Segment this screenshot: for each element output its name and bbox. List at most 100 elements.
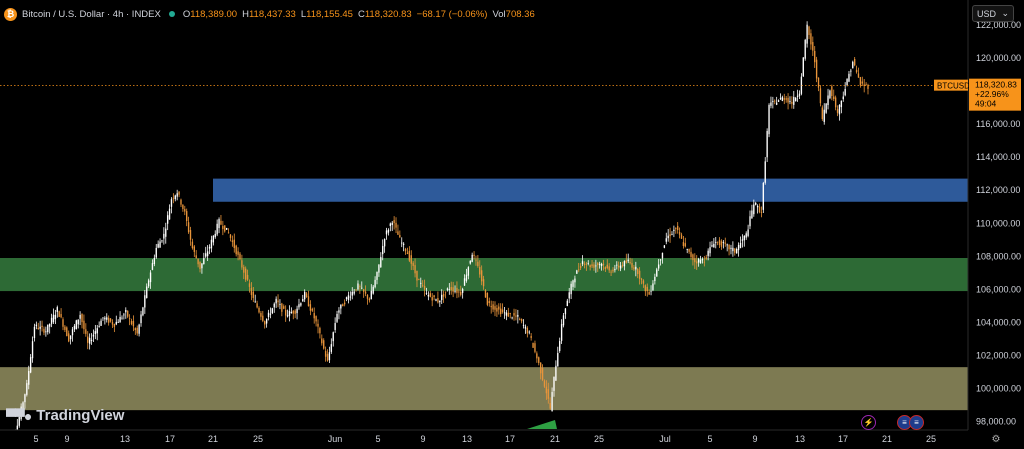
candle-body xyxy=(75,320,78,330)
lightning-icon[interactable]: ⚡ xyxy=(861,415,876,430)
candle-body xyxy=(669,234,671,237)
candle-body xyxy=(37,328,39,329)
candle-body xyxy=(300,303,302,306)
candle-body xyxy=(678,232,681,235)
candle-body xyxy=(833,96,835,99)
candle-body xyxy=(600,263,603,267)
candle-body xyxy=(578,269,580,271)
candle-body xyxy=(602,263,605,265)
candle-body xyxy=(461,288,464,293)
candle-body xyxy=(745,233,747,238)
candle-body xyxy=(686,249,688,250)
candle-body xyxy=(186,211,188,222)
candle-body xyxy=(705,257,707,259)
candle-body xyxy=(231,240,234,242)
candle-body xyxy=(775,102,778,105)
candle-body xyxy=(353,291,355,294)
volume-key: Vol xyxy=(492,8,506,20)
candle-body xyxy=(330,344,333,352)
candle-body xyxy=(387,229,390,233)
candle-body xyxy=(24,394,26,403)
candle-body xyxy=(821,107,824,120)
candle-body xyxy=(572,280,574,287)
candle-body xyxy=(699,260,702,264)
candle-body xyxy=(785,98,787,100)
candle-body xyxy=(58,311,60,317)
candle-body xyxy=(305,293,308,297)
candle-body xyxy=(225,227,228,230)
candle-body xyxy=(33,326,36,339)
candle-body xyxy=(482,279,485,287)
high-value: 118,437.33 xyxy=(248,8,296,20)
time-tick-label: 13 xyxy=(795,434,805,444)
time-tick-label: 9 xyxy=(752,434,757,444)
candle-body xyxy=(382,246,384,255)
candle-body xyxy=(364,291,367,294)
candle-body xyxy=(787,97,789,103)
candle-body xyxy=(545,386,548,394)
candle-body xyxy=(54,314,57,320)
candle-body xyxy=(793,96,795,105)
candle-body xyxy=(791,101,793,104)
candle-body xyxy=(206,251,209,257)
candle-body xyxy=(810,33,812,45)
us-flag-icon[interactable]: ≡ xyxy=(909,415,924,430)
candle-body xyxy=(644,285,647,292)
currency-label: USD xyxy=(977,8,997,19)
candle-body xyxy=(264,321,266,325)
candle-body xyxy=(191,241,194,249)
candle-body xyxy=(189,230,192,240)
candle-body xyxy=(808,26,810,35)
currency-button[interactable]: USD ⌄ xyxy=(972,5,1014,22)
candle-body xyxy=(589,265,591,268)
candle-body xyxy=(755,202,757,205)
candle-body xyxy=(427,295,430,297)
candle-body xyxy=(43,328,45,333)
candle-body xyxy=(768,104,770,135)
time-tick-label: 17 xyxy=(165,434,175,444)
candle-body xyxy=(298,304,300,308)
price-tick-label: 114,000.00 xyxy=(976,152,1020,162)
candle-body xyxy=(362,289,365,292)
candle-body xyxy=(623,261,626,267)
candle-body xyxy=(441,294,443,301)
candle-body xyxy=(650,290,652,292)
candle-body xyxy=(323,340,325,349)
candle-body xyxy=(94,331,97,335)
candle-body xyxy=(492,304,494,310)
candle-body xyxy=(450,287,452,291)
candle-body xyxy=(321,338,323,344)
candle-body xyxy=(132,320,135,327)
candle-body xyxy=(146,286,148,298)
candle-body xyxy=(850,70,852,72)
candle-body xyxy=(825,103,827,113)
candle-body xyxy=(39,326,41,329)
candle-body xyxy=(846,79,848,85)
candle-body xyxy=(256,303,258,308)
candle-body xyxy=(753,204,755,215)
candle-body xyxy=(420,282,422,284)
zone-resistance xyxy=(213,178,968,202)
candle-body xyxy=(469,260,471,264)
candle-body xyxy=(100,320,102,326)
candle-body xyxy=(227,232,230,234)
candle-body xyxy=(480,270,483,282)
candle-body xyxy=(64,326,66,330)
candle-body xyxy=(840,100,843,108)
candle-body xyxy=(656,269,658,277)
candle-body xyxy=(857,73,860,78)
candle-body xyxy=(711,245,713,247)
gear-icon[interactable]: ⚙ xyxy=(991,433,1001,445)
tradingview-logo[interactable]: ▀▀● TradingView xyxy=(6,407,124,424)
time-tick-label: 21 xyxy=(882,434,892,444)
candle-body xyxy=(519,319,521,321)
candle-body xyxy=(22,402,24,410)
candle-body xyxy=(587,262,589,264)
time-tick-label: 5 xyxy=(33,434,38,444)
candle-body xyxy=(275,298,277,304)
symbol-title[interactable]: Bitcoin / U.S. Dollar · 4h · INDEX xyxy=(22,8,161,20)
time-tick-label: 5 xyxy=(707,434,712,444)
candle-body xyxy=(193,246,195,252)
candle-body xyxy=(515,315,517,317)
